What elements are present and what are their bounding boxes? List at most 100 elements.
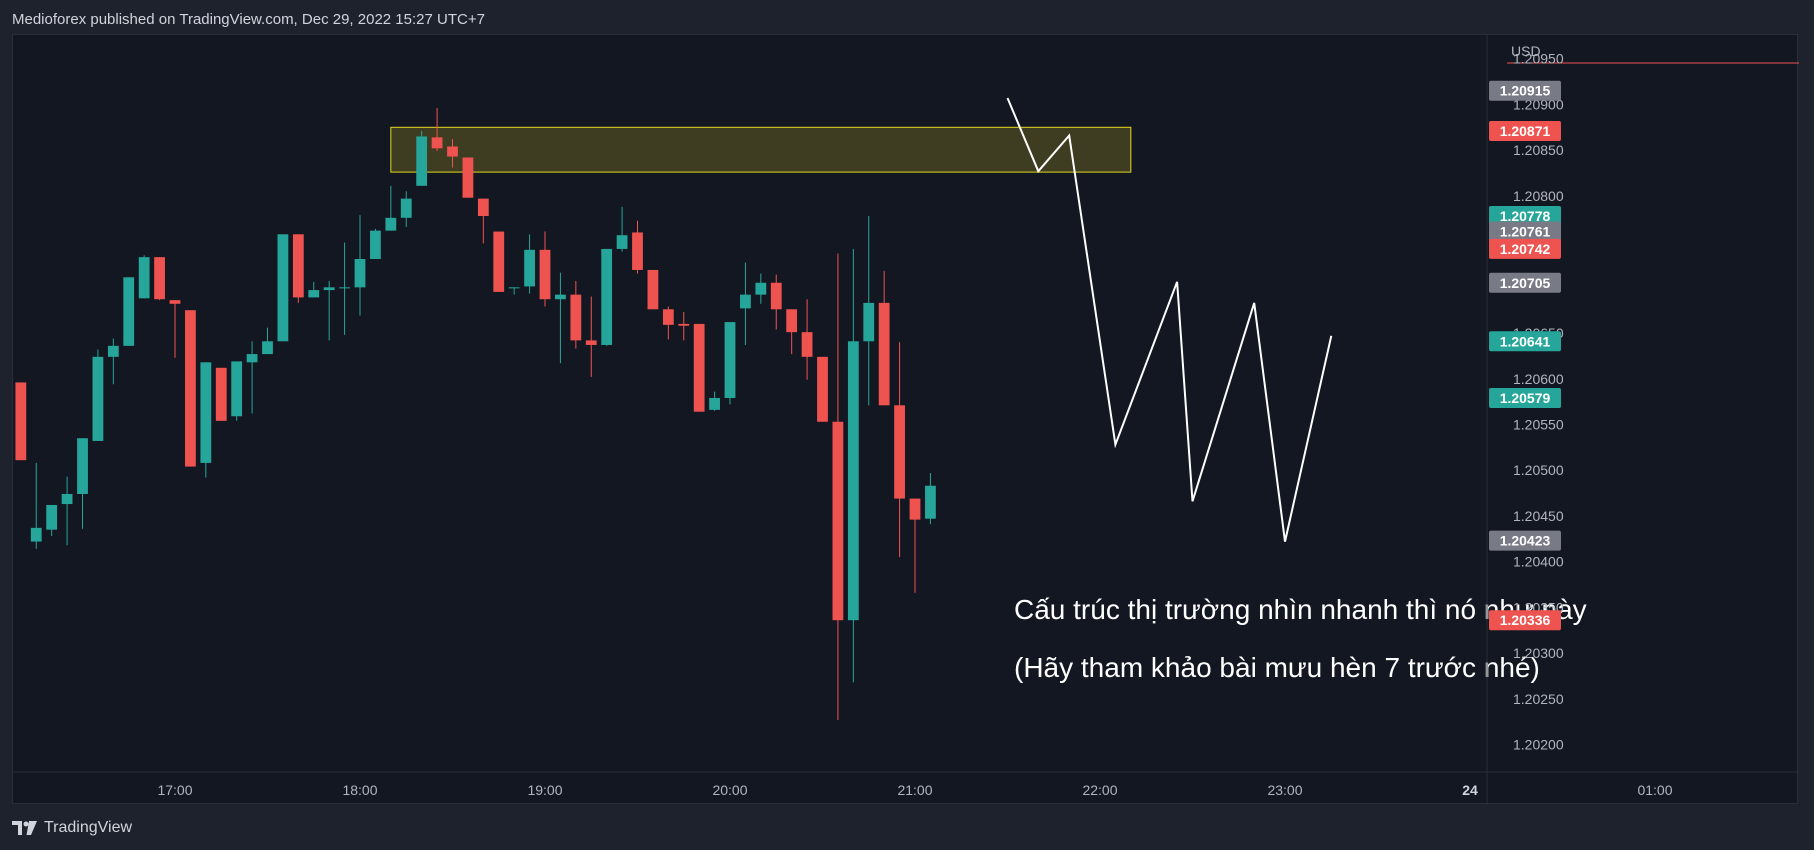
candle-body	[709, 397, 720, 410]
candle-body	[30, 527, 42, 542]
candle-body	[662, 309, 674, 325]
y-axis-tick-label: 1.20600	[1513, 371, 1564, 387]
candle-body	[740, 294, 751, 309]
candle-body	[585, 340, 597, 345]
x-axis-tick-label: 21:00	[897, 782, 932, 798]
candle-body	[262, 341, 273, 355]
candle-body	[817, 356, 828, 422]
candle-body	[462, 157, 474, 198]
candle-body	[215, 367, 227, 421]
candle-body	[77, 438, 88, 495]
x-axis-tick-label: 19:00	[527, 782, 562, 798]
candle-body	[46, 504, 58, 530]
candle-body	[339, 287, 350, 289]
projected-price-path	[1006, 97, 1333, 542]
y-axis-tick-label: 1.20300	[1513, 645, 1564, 661]
candle-body	[323, 287, 335, 291]
candlestick-chart[interactable]: Cấu trúc thị trường nhìn nhanh thì nó nh…	[13, 35, 1799, 805]
candle-body	[909, 498, 921, 520]
candle-body	[185, 310, 196, 467]
candle-body	[801, 332, 813, 357]
price-tag-bear	[1489, 238, 1561, 259]
candle-body	[138, 257, 150, 299]
price-tag-label: 1.20778	[1500, 208, 1551, 224]
candle-body	[292, 234, 304, 298]
price-tag-gray	[1489, 272, 1561, 293]
candle-body	[832, 421, 844, 621]
candle-body	[308, 290, 320, 298]
candle-body	[385, 217, 397, 231]
supply-zone-rectangle	[390, 126, 1132, 173]
candle-body	[601, 248, 613, 345]
y-axis-tick-label: 1.20550	[1513, 417, 1564, 433]
candle-body	[539, 249, 551, 300]
x-axis-tick-label: 24	[1462, 782, 1478, 798]
x-axis-tick-label: 22:00	[1082, 782, 1117, 798]
candle-body	[647, 269, 659, 310]
annotation-text-2: (Hãy tham khảo bài mưu hèn 7 trước nhé)	[1014, 652, 1540, 683]
candle-body	[493, 231, 505, 292]
candle-body	[632, 232, 643, 270]
candle-body	[15, 382, 27, 461]
chart-panel[interactable]: Cấu trúc thị trường nhìn nhanh thì nó nh…	[12, 34, 1799, 805]
price-tag-gray	[1489, 80, 1561, 101]
y-axis-tick-label: 1.20250	[1513, 691, 1564, 707]
candle-body	[169, 300, 181, 304]
tradingview-logo-icon	[12, 820, 38, 836]
candle-body	[693, 323, 705, 412]
candle-body	[477, 198, 489, 217]
x-axis-tick-label: 20:00	[712, 782, 747, 798]
candle-body	[925, 485, 936, 519]
candle-body	[555, 294, 566, 300]
candle-body	[370, 230, 381, 259]
footer-branding: TradingView	[12, 816, 132, 840]
candle-body	[416, 136, 428, 186]
price-tag-label: 1.20915	[1500, 83, 1551, 99]
price-tag-bear	[1489, 610, 1561, 631]
candle-body	[447, 146, 458, 157]
price-tag-label: 1.20871	[1500, 123, 1551, 139]
y-axis-tick-label: 1.20450	[1513, 508, 1564, 524]
candle-body	[786, 309, 798, 333]
y-axis-tick-label: 1.20200	[1513, 737, 1564, 753]
y-axis-tick-label: 1.20850	[1513, 142, 1564, 158]
x-axis-tick-label: 17:00	[157, 782, 192, 798]
price-tag-bull	[1489, 387, 1561, 408]
candle-body	[154, 257, 165, 300]
currency-label: USD	[1511, 43, 1541, 59]
price-tag-bull	[1489, 206, 1561, 227]
candle-body	[277, 234, 289, 342]
price-tag-label: 1.20423	[1500, 533, 1551, 549]
candle-body	[508, 287, 520, 289]
candle-body	[878, 302, 890, 406]
candle-body	[107, 345, 119, 357]
candle-body	[61, 494, 73, 505]
candle-body	[570, 294, 582, 341]
candle-body	[231, 361, 243, 417]
candle-body	[678, 323, 690, 326]
candle-body	[863, 302, 875, 342]
price-tag-label: 1.20742	[1500, 241, 1551, 257]
candle-body	[524, 249, 535, 287]
publisher-header: Medioforex published on TradingView.com,…	[12, 11, 485, 28]
candle-body	[616, 235, 628, 249]
y-axis-tick-label: 1.20400	[1513, 554, 1564, 570]
tradingview-brand-label: TradingView	[44, 819, 133, 836]
candle-body	[400, 198, 412, 218]
price-tag-label: 1.20641	[1500, 333, 1551, 349]
candle-body	[755, 282, 767, 295]
price-tag-label: 1.20579	[1500, 390, 1551, 406]
price-tag-label: 1.20336	[1500, 612, 1551, 628]
y-axis-tick-label: 1.20800	[1513, 188, 1564, 204]
candle-body	[894, 405, 905, 499]
price-tag-label: 1.20705	[1500, 275, 1551, 291]
candle-body	[847, 341, 859, 621]
price-tag-label: 1.20761	[1500, 224, 1551, 240]
candle-body	[246, 354, 258, 363]
candle-body	[724, 322, 736, 398]
x-axis-tick-label: 18:00	[342, 782, 377, 798]
y-axis-tick-label: 1.20950	[1513, 51, 1564, 67]
price-tag-gray	[1489, 530, 1561, 551]
price-tag-gray	[1489, 221, 1561, 242]
candle-body	[770, 282, 782, 310]
